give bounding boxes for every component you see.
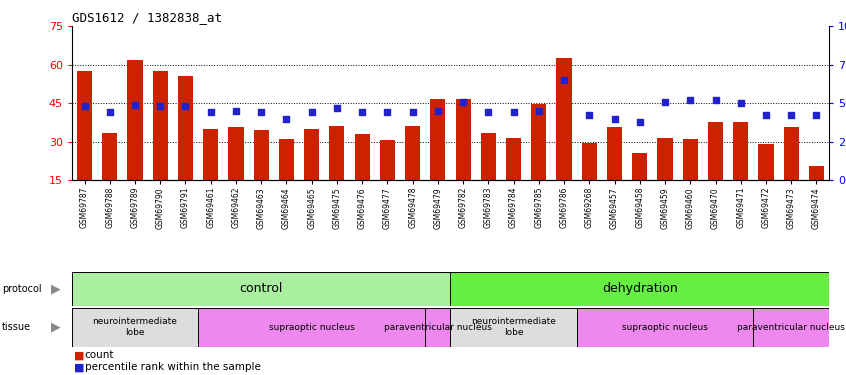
Point	[381, 110, 394, 116]
Point	[633, 118, 646, 124]
Point	[355, 110, 369, 116]
Bar	[128, 60, 143, 180]
Bar	[733, 122, 749, 180]
Text: dehydration: dehydration	[602, 282, 678, 295]
Text: protocol: protocol	[2, 284, 41, 294]
Bar	[450, 308, 577, 347]
Bar	[329, 126, 344, 180]
Text: control: control	[239, 282, 283, 295]
Point	[129, 102, 142, 108]
Bar	[77, 71, 92, 180]
Point	[204, 110, 217, 116]
Text: supraoptic nucleus: supraoptic nucleus	[269, 322, 354, 332]
Text: neurointermediate
lobe: neurointermediate lobe	[471, 318, 556, 337]
Point	[734, 100, 748, 106]
Bar	[783, 128, 799, 180]
Point	[431, 108, 445, 114]
Bar	[582, 143, 597, 180]
Bar	[809, 166, 824, 180]
Point	[709, 97, 722, 103]
Point	[759, 112, 772, 118]
Point	[784, 112, 798, 118]
Point	[810, 112, 823, 118]
Text: count: count	[85, 351, 114, 360]
Bar	[198, 308, 426, 347]
Point	[607, 116, 621, 122]
Point	[507, 110, 520, 116]
Bar	[708, 122, 723, 180]
Bar	[228, 128, 244, 180]
Bar	[178, 76, 193, 180]
Point	[280, 116, 294, 122]
Text: GDS1612 / 1382838_at: GDS1612 / 1382838_at	[72, 11, 222, 24]
Point	[456, 99, 470, 105]
Text: neurointermediate
lobe: neurointermediate lobe	[92, 318, 178, 337]
Text: ▶: ▶	[51, 321, 60, 334]
Bar	[758, 144, 773, 180]
Bar	[72, 308, 198, 347]
Point	[305, 110, 318, 116]
Point	[406, 110, 420, 116]
Bar	[455, 99, 470, 180]
Bar	[426, 308, 450, 347]
Bar	[203, 129, 218, 180]
Bar	[632, 153, 647, 180]
Text: supraoptic nucleus: supraoptic nucleus	[622, 322, 708, 332]
Bar	[577, 308, 753, 347]
Point	[658, 99, 672, 105]
Text: ■: ■	[74, 363, 84, 372]
Text: percentile rank within the sample: percentile rank within the sample	[85, 363, 261, 372]
Point	[255, 110, 268, 116]
Text: ■: ■	[74, 351, 84, 360]
Bar	[405, 126, 420, 180]
Bar	[254, 130, 269, 180]
Point	[330, 105, 343, 111]
Text: tissue: tissue	[2, 322, 30, 332]
Bar	[753, 308, 829, 347]
Point	[153, 103, 167, 109]
Bar	[506, 138, 521, 180]
Point	[103, 110, 117, 116]
Bar	[431, 99, 446, 180]
Bar	[557, 58, 572, 180]
Bar	[354, 134, 370, 180]
Bar	[657, 138, 673, 180]
Point	[179, 103, 192, 109]
Text: paraventricular nucleus: paraventricular nucleus	[737, 322, 845, 332]
Bar	[683, 139, 698, 180]
Bar	[304, 129, 319, 180]
Bar	[380, 140, 395, 180]
Text: paraventricular nucleus: paraventricular nucleus	[384, 322, 492, 332]
Text: ▶: ▶	[51, 282, 60, 295]
Bar	[531, 104, 547, 180]
Bar	[607, 128, 622, 180]
Bar	[152, 71, 168, 180]
Point	[558, 77, 571, 83]
Bar	[450, 272, 829, 306]
Point	[229, 108, 243, 114]
Bar	[481, 133, 496, 180]
Point	[583, 112, 596, 118]
Bar	[102, 133, 118, 180]
Point	[684, 97, 697, 103]
Point	[78, 103, 91, 109]
Bar	[279, 139, 294, 180]
Point	[532, 108, 546, 114]
Point	[481, 110, 495, 116]
Bar	[72, 272, 450, 306]
